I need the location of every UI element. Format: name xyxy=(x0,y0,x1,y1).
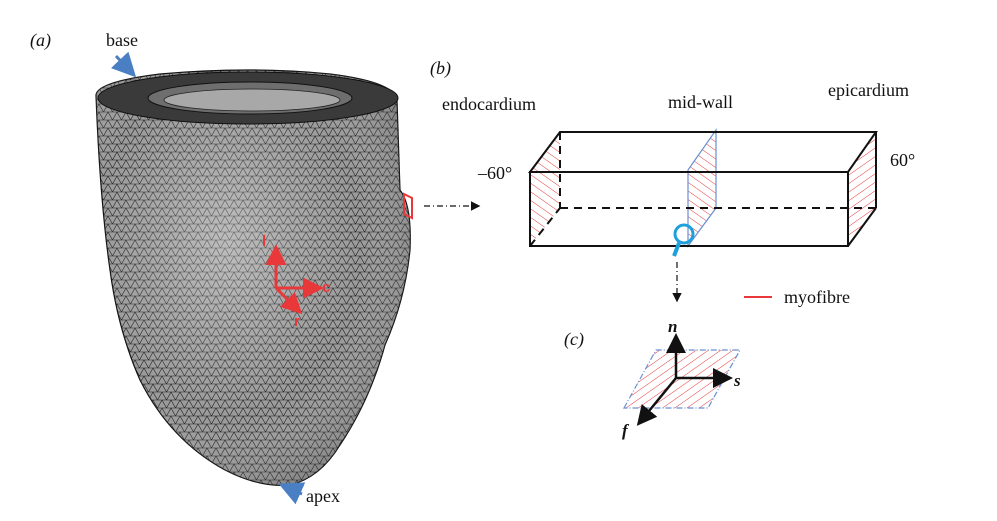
f-axis-arrow-icon xyxy=(636,377,677,426)
axis-l-label: l xyxy=(262,233,266,250)
local-axes-icon: l c r xyxy=(262,233,330,330)
myofibre-legend-label: myofibre xyxy=(784,287,850,307)
wall-block xyxy=(528,128,878,248)
base-arrow-icon xyxy=(110,51,137,78)
panel-b-label: (b) xyxy=(430,58,451,79)
endo-fibre-face xyxy=(530,132,560,246)
s-axis-label: s xyxy=(733,371,741,390)
f-axis-label: f xyxy=(622,421,630,440)
axis-r-label: r xyxy=(294,313,300,330)
mid-wall-label: mid-wall xyxy=(668,92,733,112)
epi-fibre-face xyxy=(848,134,876,246)
apex-arrow-icon xyxy=(278,482,306,505)
n-axis-label: n xyxy=(668,317,677,336)
endo-angle-label: –60° xyxy=(477,163,512,183)
apex-label: apex xyxy=(306,486,340,506)
sample-marker-icon xyxy=(403,192,413,220)
heart-mesh xyxy=(95,69,411,487)
epicardium-label: epicardium xyxy=(828,80,909,100)
panel-c-label: (c) xyxy=(564,329,584,350)
endocardium-label: endocardium xyxy=(442,94,536,114)
base-label: base xyxy=(106,30,138,50)
panel-a-label: (a) xyxy=(30,30,51,51)
magnifier-icon xyxy=(672,223,695,257)
epi-angle-label: 60° xyxy=(890,150,915,170)
fibre-frame: n s f xyxy=(622,317,742,440)
axis-c-label: c xyxy=(322,279,330,296)
